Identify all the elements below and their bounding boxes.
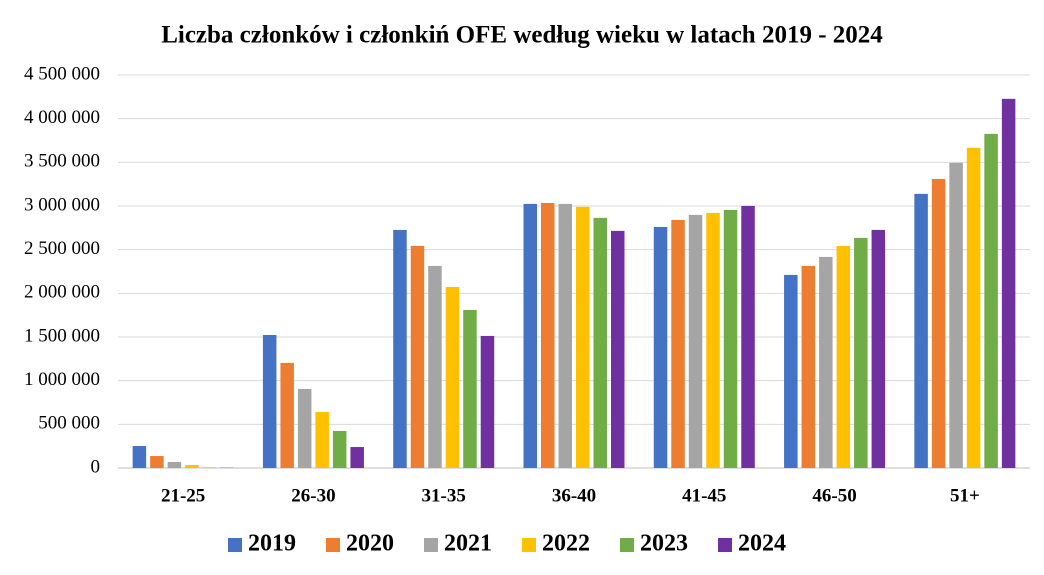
bar xyxy=(854,237,868,468)
bar xyxy=(315,412,329,468)
bar xyxy=(185,465,199,468)
y-tick-label: 4 500 000 xyxy=(24,63,100,84)
legend-label: 2024 xyxy=(738,531,786,557)
bar xyxy=(819,256,833,468)
bar xyxy=(332,430,347,468)
bar xyxy=(280,362,294,468)
bar xyxy=(393,229,407,468)
x-tick-label: 31-35 xyxy=(422,485,466,506)
bar xyxy=(871,229,886,468)
bar xyxy=(653,226,668,468)
bar xyxy=(801,265,816,468)
y-tick-label: 0 xyxy=(91,456,101,477)
bar xyxy=(576,206,590,468)
bar xyxy=(558,203,572,469)
y-tick-label: 1 000 000 xyxy=(24,369,100,390)
bar xyxy=(463,309,477,468)
legend-label: 2019 xyxy=(248,531,296,557)
bar xyxy=(949,162,963,468)
y-tick-label: 2 500 000 xyxy=(24,238,100,259)
x-tick-label: 36-40 xyxy=(552,485,596,506)
chart-title: Liczba członków i członkiń OFE według wi… xyxy=(161,22,883,49)
legend-swatch xyxy=(228,538,242,552)
y-tick-label: 3 500 000 xyxy=(24,151,100,172)
legend-swatch xyxy=(620,538,634,552)
legend-swatch xyxy=(522,538,536,552)
legend-swatch xyxy=(424,538,438,552)
legend-swatch xyxy=(326,538,340,552)
legend-label: 2023 xyxy=(640,531,688,557)
bar xyxy=(741,205,755,469)
bar xyxy=(671,219,685,468)
bar xyxy=(593,217,607,468)
bar xyxy=(723,209,738,468)
bar xyxy=(523,203,537,469)
x-tick-label: 51+ xyxy=(950,485,980,506)
legend-label: 2022 xyxy=(542,531,590,557)
y-tick-label: 1 500 000 xyxy=(24,325,100,346)
bar xyxy=(784,274,798,468)
y-tick-label: 500 000 xyxy=(38,413,100,434)
bar xyxy=(167,461,182,468)
x-tick-label: 41-45 xyxy=(682,485,726,506)
bar xyxy=(706,212,720,468)
bar xyxy=(914,193,928,469)
bar xyxy=(984,133,998,468)
bar xyxy=(931,178,946,468)
bar xyxy=(428,265,442,468)
legend-swatch xyxy=(718,538,732,552)
bar xyxy=(541,202,555,468)
bar xyxy=(262,334,277,468)
bar xyxy=(297,388,312,468)
x-tick-label: 46-50 xyxy=(812,485,856,506)
y-tick-label: 2 000 000 xyxy=(24,282,100,303)
legend-label: 2021 xyxy=(444,531,492,557)
bar xyxy=(132,445,147,468)
bar xyxy=(150,456,164,468)
bar xyxy=(410,245,425,468)
bar xyxy=(688,214,703,468)
bar xyxy=(1001,98,1016,468)
bar xyxy=(445,286,460,468)
bar xyxy=(611,230,625,468)
bar xyxy=(836,245,851,468)
bar xyxy=(350,447,364,468)
bar xyxy=(966,147,981,468)
y-tick-label: 4 000 000 xyxy=(24,107,100,128)
x-tick-label: 21-25 xyxy=(161,485,205,506)
bar xyxy=(480,335,495,468)
x-tick-label: 26-30 xyxy=(291,485,335,506)
legend-label: 2020 xyxy=(346,531,394,557)
y-tick-label: 3 000 000 xyxy=(24,194,100,215)
